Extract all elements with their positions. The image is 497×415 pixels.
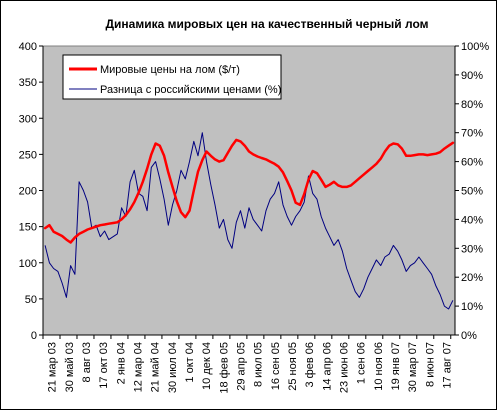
series-layer <box>43 132 455 310</box>
y-tick-label-right: 100% <box>461 41 489 53</box>
y-tick-label-right: 90% <box>461 70 483 82</box>
x-tick-label: 2 янв 04 <box>115 342 127 384</box>
y-tick-label-right: 20% <box>461 272 483 284</box>
series-line-prices <box>43 138 455 244</box>
x-tick-label: 12 мар 04 <box>132 342 144 392</box>
x-tick-label: 3 фев 06 <box>304 342 316 387</box>
x-tick-label: 25 ноя 05 <box>287 342 299 391</box>
y-tick-label-right: 40% <box>461 214 483 226</box>
y-tick-label-left: 300 <box>19 113 37 125</box>
x-tick-label: 17 окт 03 <box>98 342 110 389</box>
x-tick-label: 21 май 04 <box>150 342 162 392</box>
x-tick-label: 8 авг 03 <box>81 342 93 382</box>
x-tick-label: 18 фев 05 <box>218 342 230 394</box>
y-tick-label-right: 70% <box>461 128 483 140</box>
legend-box <box>62 54 282 100</box>
x-tick-label: 30 июл 04 <box>167 342 179 393</box>
y-tick-label-left: 150 <box>19 222 37 234</box>
x-tick-label: 1 сен 06 <box>356 342 368 384</box>
x-tick-label: 14 апр 06 <box>321 342 333 391</box>
chart-title: Динамика мировых цен на качественный чер… <box>105 17 428 31</box>
y-tick-label-right: 30% <box>461 243 483 255</box>
x-tick-label: 10 ноя 06 <box>373 342 385 391</box>
y-tick-label-right: 60% <box>461 157 483 169</box>
x-axis: 21 мар 03 30 май 03 8 авг 03 17 окт 03 2 янв… <box>42 334 455 394</box>
x-tick-label: 1 окт 04 <box>184 342 196 383</box>
x-tick-label: 21 мар 03 <box>47 342 59 392</box>
y-tick-label-left: 250 <box>19 149 37 161</box>
legend-label-difference: Разница с российскими ценами (%) <box>100 84 281 96</box>
y-tick-label-right: 0% <box>461 330 477 342</box>
y-tick-label-right: 10% <box>461 301 483 313</box>
y-tick-label-left: 0 <box>31 330 37 342</box>
legend: Мировые цены на лом ($/т) Разница с росс… <box>62 54 282 100</box>
x-tick-label: 19 янв 07 <box>390 342 402 390</box>
x-tick-label: 8 июл 05 <box>253 342 265 387</box>
legend-label-prices: Мировые цены на лом ($/т) <box>100 64 240 76</box>
y-tick-label-right: 80% <box>461 99 483 111</box>
x-tick-label: 16 сен 05 <box>270 342 282 390</box>
x-tick-label: 23 июн 06 <box>338 342 350 393</box>
y-axis-left: 0 50 100 150 200 250 300 350 400 <box>19 41 44 342</box>
y-tick-label-left: 200 <box>19 186 37 198</box>
y-tick-label-left: 400 <box>19 41 37 53</box>
y-axis-right: 0% 10% 20% 30% 40% 50% 60% 70% 80% 90% 100% <box>454 41 489 342</box>
y-tick-label-left: 350 <box>19 77 37 89</box>
series-line-difference <box>44 132 454 310</box>
x-tick-label: 30 мар 07 <box>407 342 419 392</box>
y-tick-label-right: 50% <box>461 186 483 198</box>
x-tick-label: 17 авг 07 <box>441 342 453 389</box>
x-tick-label: 8 июн 07 <box>424 342 436 387</box>
x-tick-label: 10 дек 04 <box>201 342 213 390</box>
x-tick-label: 29 апр 05 <box>235 342 247 391</box>
x-tick-label: 30 май 03 <box>64 342 76 392</box>
y-tick-label-left: 50 <box>25 294 37 306</box>
y-tick-label-left: 100 <box>19 258 37 270</box>
